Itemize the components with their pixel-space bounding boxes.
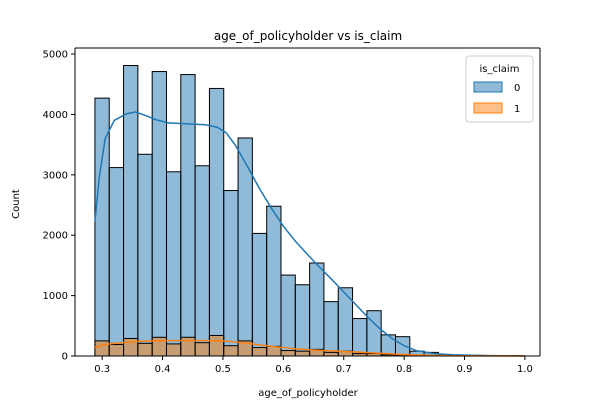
histogram-bar-series-0 [266, 205, 282, 357]
histogram-bar-series-0 [223, 190, 239, 357]
y-tick-label: 2000 [43, 231, 68, 242]
histogram-bar-series-0 [151, 71, 167, 357]
histogram-bar-series-0 [94, 97, 110, 357]
histogram-bar-series-0 [137, 153, 153, 357]
x-tick-label: 0.4 [155, 364, 171, 375]
chart-title: age_of_policyholder vs is_claim [214, 29, 402, 43]
legend-entry-label: 0 [514, 83, 520, 94]
y-axis-label: Count [11, 189, 22, 219]
x-tick-label: 0.9 [457, 364, 473, 375]
legend: is_claim 0 1 [465, 55, 534, 123]
histogram-bar-series-1 [137, 342, 153, 357]
x-tick-label: 0.8 [396, 364, 412, 375]
plot-area [94, 65, 525, 357]
legend-swatch-series-1 [473, 102, 503, 114]
histogram-bar-series-1 [280, 350, 296, 357]
histogram-bar-series-0 [108, 167, 125, 357]
x-tick-label: 0.7 [336, 364, 352, 375]
kde-line-series-0 [94, 111, 525, 357]
histogram-bar-series-0 [309, 262, 325, 357]
x-tick-label: 0.6 [275, 364, 291, 375]
y-tick-label: 5000 [43, 50, 68, 61]
x-axis-label: age_of_policyholder [258, 388, 358, 399]
histogram-bar-series-0 [194, 165, 210, 357]
y-tick-label: 0 [62, 352, 68, 363]
legend-swatch-series-0 [473, 81, 503, 93]
histogram-bar-series-1 [208, 334, 225, 357]
y-tick-label: 4000 [43, 110, 68, 121]
x-tick-label: 1.0 [517, 364, 533, 375]
x-tick-label: 0.5 [215, 364, 231, 375]
histogram-bar-series-1 [223, 345, 239, 357]
histogram-bar-series-0 [280, 274, 296, 357]
histogram-bar-series-0 [165, 171, 182, 357]
kde-line-series-1 [94, 339, 525, 357]
histogram-bar-series-1 [323, 351, 339, 357]
histogram-bar-series-0 [394, 336, 411, 357]
histogram-bar-series-0 [352, 318, 368, 357]
histogram-bar-series-1 [294, 350, 311, 357]
axes: 0.3 0.4 0.5 0.6 0.7 0.8 0.9 1.0 0 1000 2000 3000 400… [43, 47, 541, 375]
legend-entry-label: 1 [514, 104, 520, 115]
histogram-bar-series-0 [251, 232, 268, 357]
y-tick-label: 3000 [43, 170, 68, 181]
x-tick-label: 0.3 [94, 364, 110, 375]
histogram-bar-series-1 [108, 344, 125, 357]
legend-title: is_claim [480, 64, 520, 75]
y-tick-label: 1000 [43, 291, 68, 302]
histogram-bar-series-0 [208, 87, 225, 357]
histogram-bar-series-1 [194, 342, 210, 357]
histogram-bar-series-1 [251, 347, 268, 357]
histogram-bar-series-0 [180, 74, 196, 357]
histogram-bar-series-1 [94, 340, 110, 357]
histogram-bar-series-0 [323, 301, 339, 357]
histogram-bar-series-0 [123, 65, 139, 357]
histogram-bar-series-1 [165, 343, 182, 357]
histogram-bar-series-0 [294, 284, 311, 357]
